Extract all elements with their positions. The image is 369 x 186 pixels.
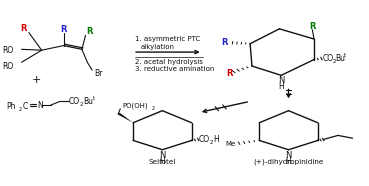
Text: H: H: [213, 135, 218, 144]
Text: CO: CO: [69, 97, 80, 106]
Text: R: R: [86, 27, 93, 36]
Text: H: H: [159, 157, 165, 166]
Text: RO: RO: [2, 62, 14, 70]
Text: R: R: [221, 38, 227, 47]
Text: H: H: [286, 157, 292, 166]
Text: R: R: [309, 22, 315, 31]
Text: 2: 2: [19, 107, 22, 112]
Text: Ph: Ph: [6, 102, 15, 110]
Text: Bu: Bu: [83, 97, 93, 106]
Text: Br: Br: [94, 69, 102, 78]
Text: CO: CO: [199, 135, 210, 144]
Text: alkylation: alkylation: [140, 44, 175, 50]
Text: Bu: Bu: [336, 54, 346, 63]
Text: H: H: [278, 82, 284, 91]
Text: Selfotel: Selfotel: [149, 159, 176, 165]
Text: 2: 2: [210, 140, 213, 145]
Text: N: N: [278, 76, 284, 85]
Text: C: C: [22, 102, 28, 110]
Text: t: t: [344, 53, 346, 58]
Text: Me: Me: [225, 141, 235, 147]
Text: 2. acetal hydrolysis: 2. acetal hydrolysis: [135, 59, 203, 65]
Text: 2: 2: [152, 106, 155, 111]
Text: (+)-dihydropinidine: (+)-dihydropinidine: [254, 159, 324, 165]
Text: R: R: [226, 69, 232, 78]
Text: R: R: [61, 25, 67, 34]
Text: t: t: [93, 96, 94, 100]
Text: 2: 2: [80, 102, 83, 107]
Text: N: N: [159, 151, 166, 160]
Text: CO: CO: [322, 54, 333, 63]
Text: PO(OH): PO(OH): [122, 103, 148, 109]
Text: +: +: [31, 75, 41, 85]
Text: 3. reductive amination: 3. reductive amination: [135, 66, 214, 72]
Text: N: N: [37, 101, 43, 110]
Text: R: R: [20, 24, 27, 33]
Text: 2: 2: [332, 59, 336, 64]
Text: N: N: [285, 151, 292, 160]
Text: RO: RO: [2, 46, 14, 55]
Text: 1. asymmetric PTC: 1. asymmetric PTC: [135, 36, 200, 42]
Polygon shape: [117, 113, 133, 123]
